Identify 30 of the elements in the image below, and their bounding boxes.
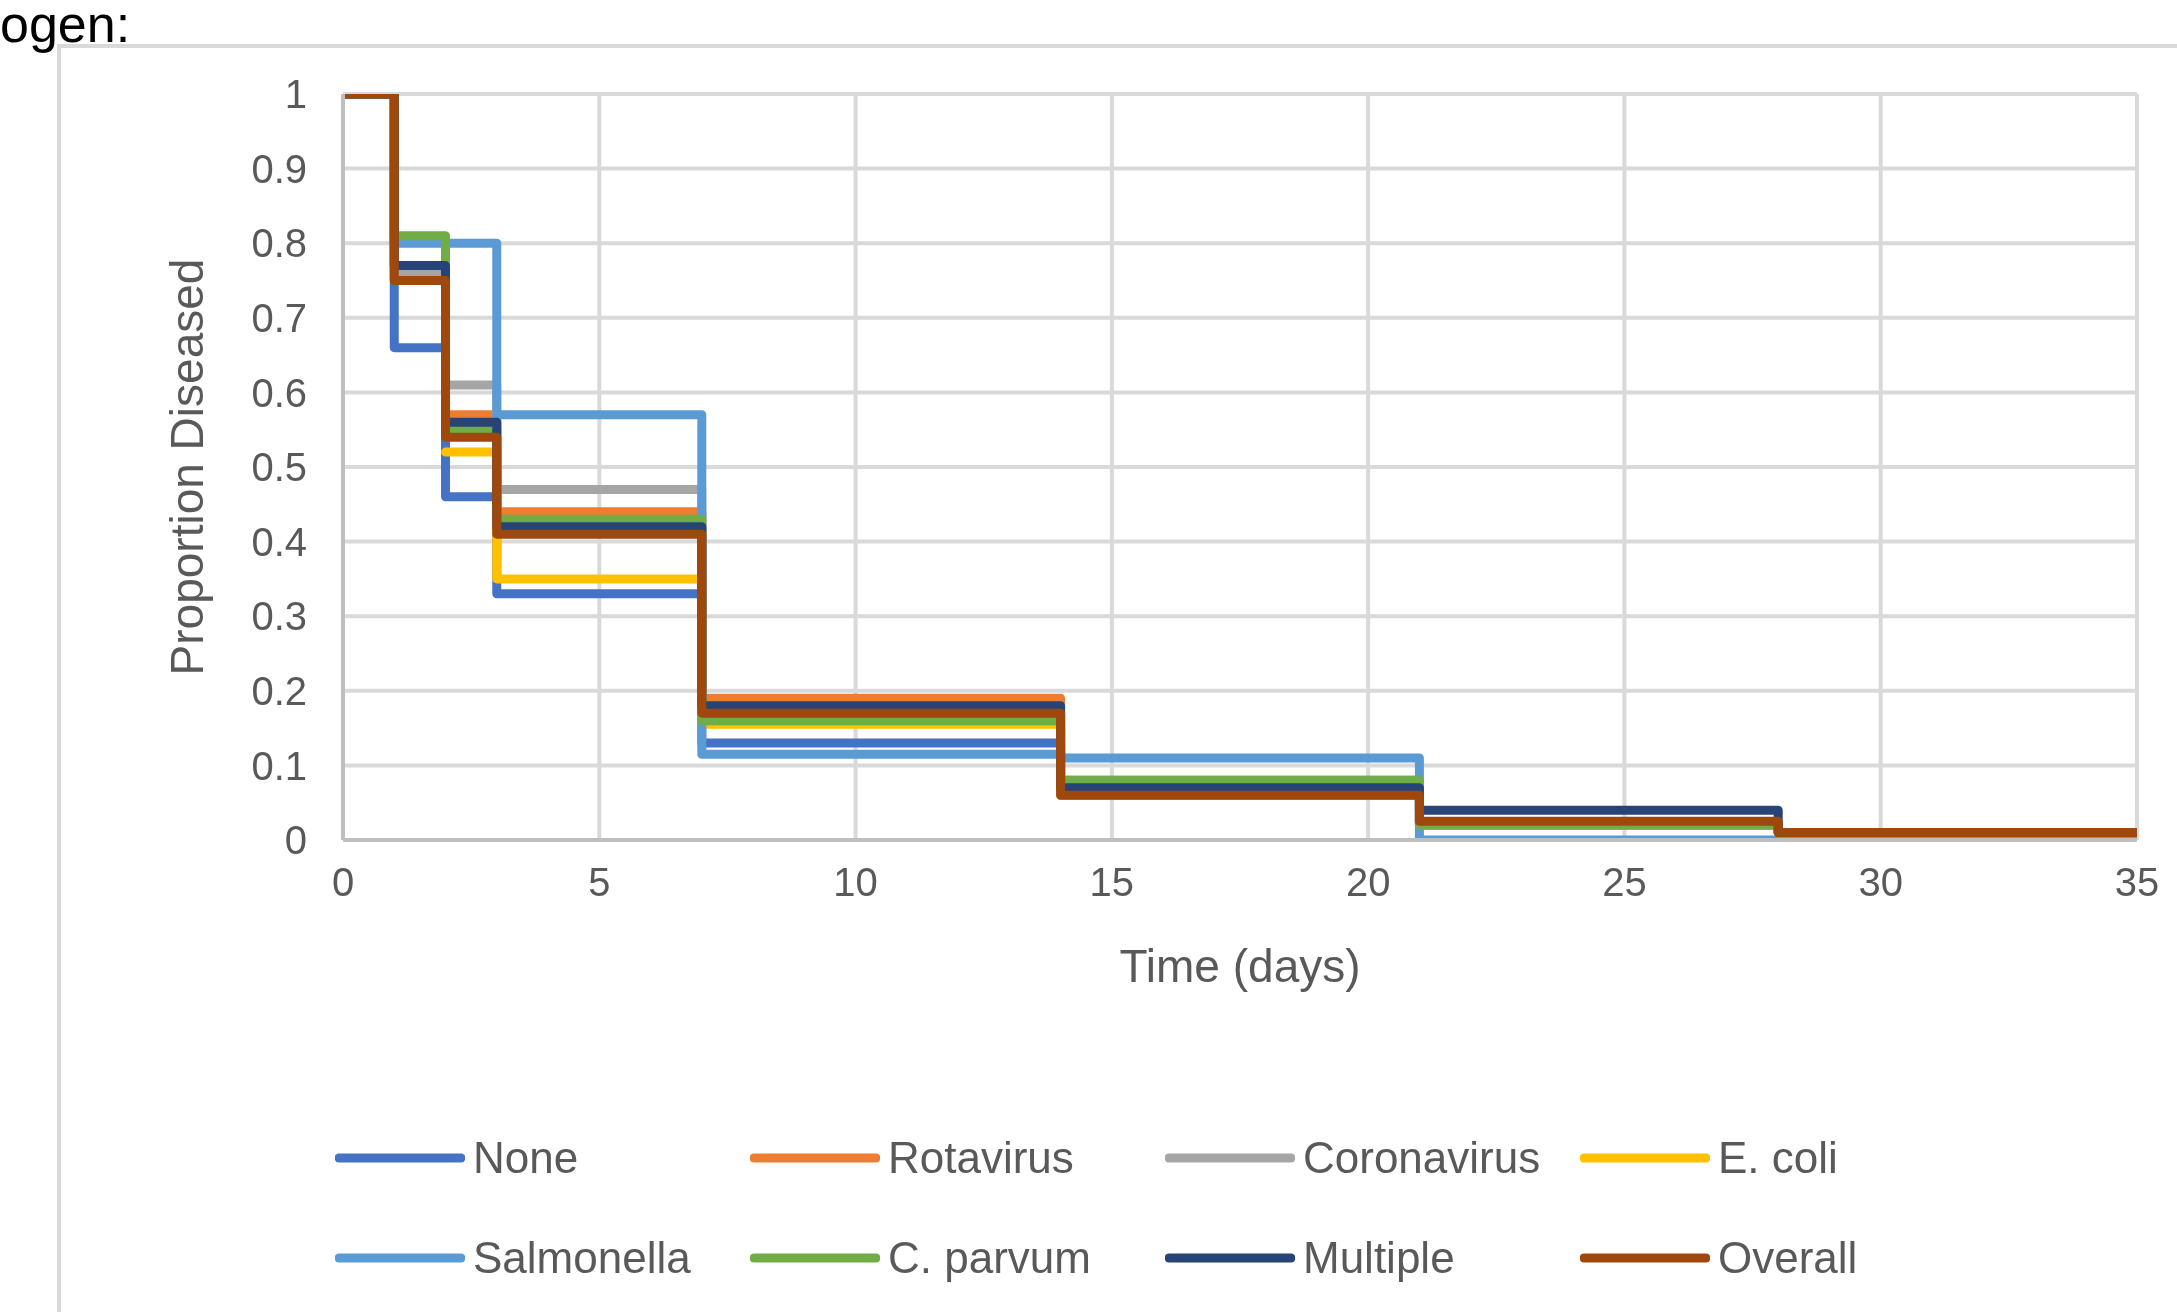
- x-tick-label: 10: [833, 860, 878, 905]
- y-tick-label: 0.4: [251, 519, 307, 564]
- y-tick-label: 0.6: [251, 370, 307, 415]
- legend-label: Coronavirus: [1303, 1133, 1541, 1183]
- x-tick-label: 20: [1345, 860, 1391, 905]
- legend-label: Rotavirus: [888, 1133, 1074, 1183]
- legend-label: None: [473, 1133, 579, 1183]
- y-tick-label: 0.2: [251, 669, 307, 713]
- y-axis-title: Proportion Diseased: [161, 258, 214, 676]
- y-tick-label: 0.1: [251, 743, 307, 788]
- legend-label: C. parvum: [888, 1233, 1091, 1283]
- legend-label: Multiple: [1303, 1233, 1455, 1283]
- text: ogen:: [0, 0, 131, 53]
- y-tick-label: 0.7: [251, 296, 307, 340]
- y-tick-label: 0: [284, 818, 307, 863]
- legend-label: Overall: [1718, 1233, 1858, 1283]
- x-tick-label: 15: [1089, 860, 1135, 905]
- x-tick-label: 30: [1858, 860, 1903, 905]
- y-tick-label: 0.8: [251, 221, 307, 266]
- y-tick-label: 1: [284, 72, 307, 117]
- legend-label: Salmonella: [473, 1233, 691, 1283]
- y-tick-label: 0.5: [251, 445, 307, 490]
- x-tick-label: 0: [331, 860, 355, 905]
- x-tick-label: 35: [2114, 860, 2160, 905]
- x-tick-label: 25: [1602, 860, 1647, 905]
- x-tick-label: 5: [588, 860, 611, 905]
- legend-label: E. coli: [1718, 1133, 1838, 1183]
- y-tick-label: 0.9: [251, 146, 307, 191]
- y-tick-label: 0.3: [251, 594, 307, 639]
- x-axis-title: Time (days): [1119, 940, 1361, 992]
